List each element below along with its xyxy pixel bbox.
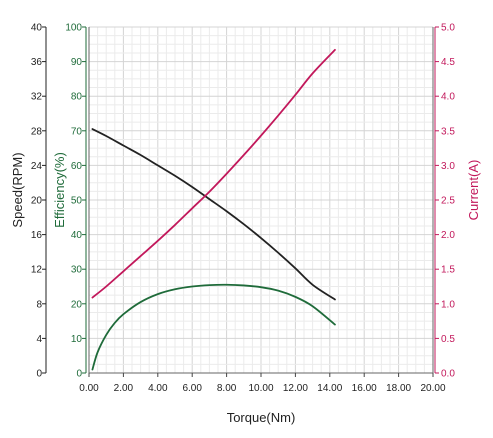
current-axis-tick-label: 1.0 — [441, 299, 455, 310]
current-axis-tick-label: 0.0 — [441, 369, 455, 380]
torque-axis-tick-label: 2.00 — [114, 383, 134, 394]
efficiency-axis-tick-label: 60 — [71, 161, 83, 172]
torque-axis-title: Torque(Nm) — [227, 410, 296, 425]
torque-axis-tick-label: 10.00 — [248, 383, 273, 394]
efficiency-axis-tick-label: 10 — [71, 334, 83, 345]
speed-axis: 0 4 8 12 16 20 24 28 32 36 40 — [31, 23, 47, 380]
current-axis-tick-label: 4.5 — [441, 57, 455, 68]
speed-axis-tick-label: 12 — [31, 265, 43, 276]
current-curve — [91, 48, 336, 299]
speed-axis-tick-label: 28 — [31, 126, 43, 137]
speed-axis-tick-label: 16 — [31, 230, 43, 241]
speed-axis-tick-label: 20 — [31, 196, 43, 207]
series-group — [91, 48, 336, 371]
torque-axis-tick-label: 18.00 — [386, 383, 411, 394]
efficiency-axis-tick-label: 80 — [71, 92, 83, 103]
efficiency-axis-tick-label: 40 — [71, 230, 83, 241]
efficiency-axis-tick-label: 20 — [71, 299, 83, 310]
current-axis-tick-label: 0.5 — [441, 334, 455, 345]
current-axis-tick-label: 3.0 — [441, 161, 455, 172]
torque-axis-tick-label: 16.00 — [352, 383, 377, 394]
current-axis-tick-label: 4.0 — [441, 92, 455, 103]
speed-axis-tick-label: 8 — [36, 299, 42, 310]
speed-axis-tick-label: 32 — [31, 92, 43, 103]
speed-axis-tick-label: 36 — [31, 57, 43, 68]
torque-axis-tick-label: 14.00 — [317, 383, 342, 394]
torque-axis-tick-label: 12.00 — [283, 383, 308, 394]
torque-axis-tick-label: 0.00 — [79, 383, 99, 394]
speed-axis-title: Speed(RPM) — [10, 152, 25, 227]
efficiency-axis-tick-label: 100 — [65, 23, 82, 34]
speed-axis-tick-label: 0 — [36, 369, 42, 380]
torque-axis-tick-label: 8.00 — [217, 383, 237, 394]
efficiency-axis-tick-label: 90 — [71, 57, 83, 68]
torque-axis-tick-label: 6.00 — [182, 383, 202, 394]
efficiency-axis-tick-label: 70 — [71, 126, 83, 137]
current-axis-tick-label: 2.0 — [441, 230, 455, 241]
current-axis-tick-label: 5.0 — [441, 23, 455, 34]
current-axis-tick-label: 2.5 — [441, 196, 455, 207]
current-axis-title: Current(A) — [466, 160, 481, 221]
current-axis-tick-label: 3.5 — [441, 126, 455, 137]
speed-curve — [91, 128, 336, 301]
torque-axis-tick-label: 20.00 — [420, 383, 445, 394]
efficiency-axis-title: Efficiency(%) — [52, 152, 67, 228]
speed-axis-tick-label: 4 — [36, 334, 42, 345]
efficiency-axis-tick-label: 30 — [71, 265, 83, 276]
efficiency-axis-tick-label: 50 — [71, 196, 83, 207]
efficiency-axis: 0 10 20 30 40 50 60 70 80 90 100 — [65, 23, 87, 380]
efficiency-axis-tick-label: 0 — [76, 369, 82, 380]
plot-grid — [89, 26, 433, 373]
speed-axis-tick-label: 24 — [31, 161, 43, 172]
current-axis-tick-label: 1.5 — [441, 265, 455, 276]
current-axis: 0.0 0.5 1.0 1.5 2.0 2.5 3.0 3.5 4.0 4.5 5.0 — [434, 23, 455, 380]
efficiency-curve — [91, 283, 336, 371]
torque-axis: 0.00 2.00 4.00 6.00 8.00 10.00 12.00 14.00 16.00… — [79, 373, 446, 394]
torque-axis-tick-label: 4.00 — [148, 383, 168, 394]
speed-axis-tick-label: 40 — [31, 23, 43, 34]
